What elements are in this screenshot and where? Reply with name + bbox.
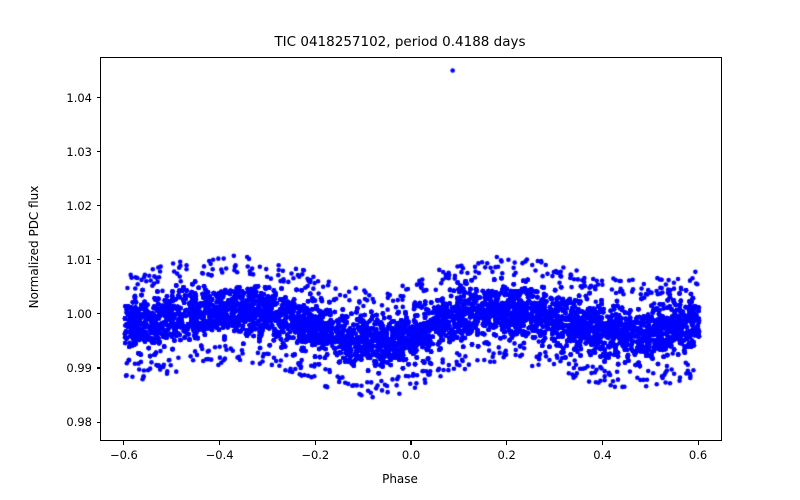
y-tick-label: 1.01 [66,252,92,267]
y-tick-mark [96,259,100,261]
x-tick-label: 0.2 [497,448,516,462]
y-tick-label: 1.00 [66,306,92,321]
x-tick-mark [219,441,221,445]
x-tick-label: 0.4 [593,448,612,462]
x-tick-mark [410,441,412,445]
scatter-plot-canvas [101,58,723,442]
y-tick-mark [96,97,100,99]
y-tick-label: 1.04 [66,90,92,105]
x-tick-label: 0.0 [401,448,421,462]
x-tick-label: −0.2 [301,448,330,462]
y-tick-mark [96,151,100,153]
y-tick-mark [96,205,100,207]
y-tick-label: 1.03 [66,144,92,159]
y-tick-label: 0.98 [66,415,92,430]
x-tick-label: 0.6 [688,448,708,462]
x-tick-mark [697,441,699,445]
page-title: TIC 0418257102, period 0.4188 days [274,34,526,50]
x-axis-label: Phase [382,472,418,486]
x-tick-mark [601,441,603,445]
x-tick-mark [123,441,125,445]
y-tick-label: 1.02 [66,198,92,213]
x-tick-mark [314,441,316,445]
y-tick-mark [96,313,100,315]
y-tick-mark [96,421,100,423]
x-tick-label: −0.4 [205,448,234,462]
y-tick-mark [96,367,100,369]
x-tick-label: −0.6 [109,448,138,462]
plot-axes-frame [100,57,723,442]
y-axis-label: Normalized PDC flux [27,185,41,309]
y-tick-label: 0.99 [66,360,92,375]
x-tick-mark [506,441,508,445]
